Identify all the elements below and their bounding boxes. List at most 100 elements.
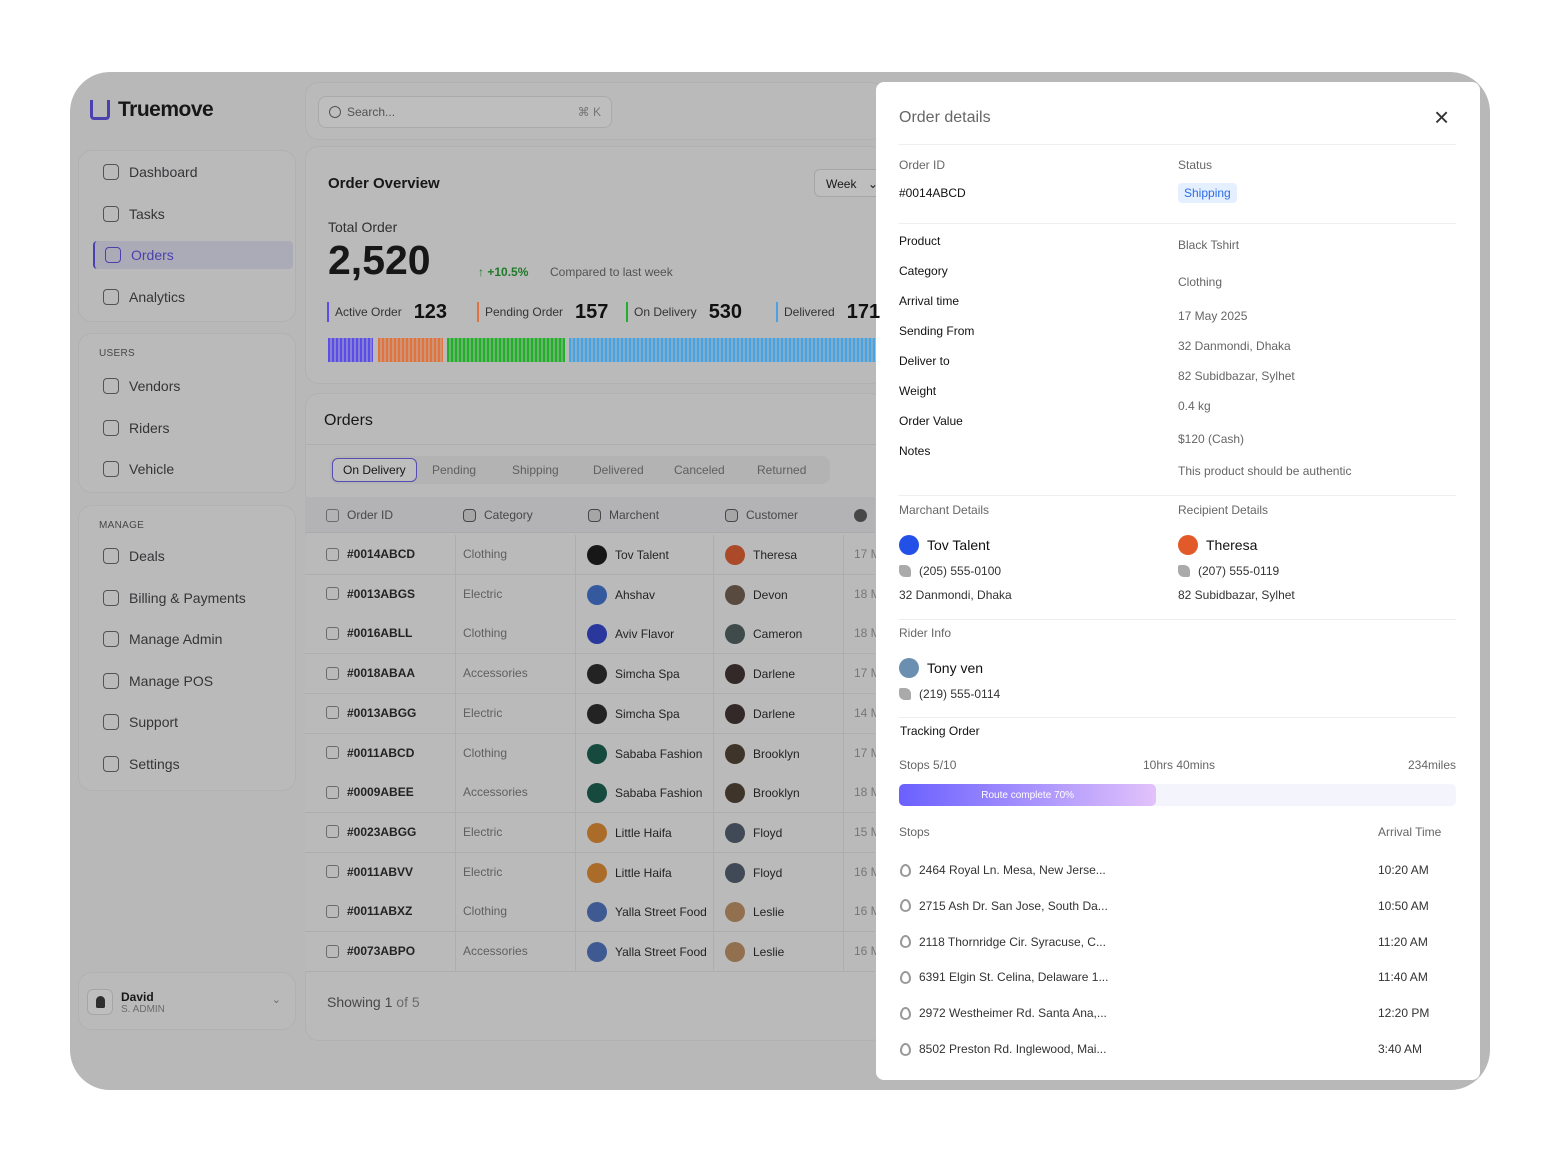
tab-shipping[interactable]: Shipping xyxy=(512,463,559,477)
field-value: 0.4 kg xyxy=(1178,399,1211,413)
order-details-panel: Order details × Order ID #0014ABCD Statu… xyxy=(876,82,1480,1080)
location-pin-icon xyxy=(900,863,911,877)
date-cell: 15 M xyxy=(854,824,881,839)
merchant-address: 32 Danmondi, Dhaka xyxy=(899,588,1012,602)
order-id-cell: #0073ABPO xyxy=(326,944,415,958)
sidebar-item-deals[interactable]: Deals xyxy=(93,542,293,570)
customer-cell: Brooklyn xyxy=(725,783,800,804)
stop-address: 2464 Royal Ln. Mesa, New Jerse... xyxy=(919,863,1106,877)
stat-value: 157 xyxy=(575,300,609,323)
column-header-customer[interactable]: Customer xyxy=(725,508,798,522)
grid-icon xyxy=(463,508,476,522)
search-input[interactable]: Search... ⌘ K xyxy=(318,96,612,128)
table-row[interactable]: #0018ABAA Accessories Simcha Spa Darlene 17 … xyxy=(305,654,881,695)
row-checkbox[interactable] xyxy=(326,547,339,561)
field-value: This product should be authentic xyxy=(1178,464,1352,478)
column-header-order-id[interactable]: Order ID xyxy=(326,508,393,522)
tab-pending[interactable]: Pending xyxy=(432,463,477,477)
customer-cell: Floyd xyxy=(725,862,782,883)
checkbox[interactable] xyxy=(326,508,339,522)
tab-on-delivery[interactable]: On Delivery xyxy=(332,458,417,482)
row-checkbox[interactable] xyxy=(326,944,339,958)
order-id-label: Order ID xyxy=(899,158,946,172)
merchant-cell: Simcha Spa xyxy=(587,664,680,685)
admin-icon xyxy=(103,631,119,647)
table-row[interactable]: #0011ABCD Clothing Sababa Fashion Brooklyn 1… xyxy=(305,733,881,774)
order-id: #0013ABGG xyxy=(347,705,417,720)
table-row[interactable]: #0011ABXZ Clothing Yalla Street Food Leslie… xyxy=(305,892,881,933)
tab-returned[interactable]: Returned xyxy=(757,463,807,477)
location-pin-icon xyxy=(900,1006,911,1020)
sidebar-item-dashboard[interactable]: Dashboard xyxy=(93,158,293,186)
table-row[interactable]: #0023ABGG Electric Little Haifa Floyd 15 M xyxy=(305,812,881,853)
recipient-phone: (207) 555-0119 xyxy=(1178,564,1279,578)
status-badge: Shipping xyxy=(1178,183,1237,203)
row-checkbox[interactable] xyxy=(326,865,339,879)
order-id: #0011ABVV xyxy=(347,864,414,879)
table-row[interactable]: #0009ABEE Accessories Sababa Fashion Brookl… xyxy=(305,773,881,814)
sidebar-item-billing-payments[interactable]: Billing & Payments xyxy=(93,584,293,612)
profile-menu[interactable]: David S. ADMIN ⌄ xyxy=(78,972,296,1030)
order-id-cell: #0023ABGG xyxy=(326,825,416,839)
recipient-title: Recipient Details xyxy=(1178,503,1269,517)
arrival-header: Arrival Time xyxy=(1378,825,1442,839)
tab-canceled[interactable]: Canceled xyxy=(674,463,725,477)
customer-avatar xyxy=(725,942,745,962)
table-row[interactable]: #0011ABVV Electric Little Haifa Floyd 16 M xyxy=(305,852,881,893)
sidebar-item-riders[interactable]: Riders xyxy=(93,414,293,442)
row-checkbox[interactable] xyxy=(326,706,339,720)
cart-icon xyxy=(105,247,121,263)
category-cell: Accessories xyxy=(463,666,528,681)
field-label: Arrival time xyxy=(899,294,960,308)
change-value: +10.5% xyxy=(487,265,529,279)
stat-label: Pending Order xyxy=(485,305,564,319)
merchant-logo-icon xyxy=(899,535,919,555)
merchant-name: Ahshav xyxy=(615,587,656,602)
row-checkbox[interactable] xyxy=(326,825,339,839)
row-checkbox[interactable] xyxy=(326,904,339,918)
row-checkbox[interactable] xyxy=(326,746,339,759)
field-label: Deliver to xyxy=(899,354,950,368)
tasks-icon xyxy=(103,205,119,222)
date-cell: 16 M xyxy=(854,944,881,958)
row-checkbox[interactable] xyxy=(326,666,339,680)
customer-cell: Darlene xyxy=(725,703,795,724)
table-row[interactable]: #0013ABGG Electric Simcha Spa Darlene 14 M xyxy=(305,693,881,734)
tab-delivered[interactable]: Delivered xyxy=(593,463,644,477)
sidebar-item-support[interactable]: Support xyxy=(93,708,293,736)
row-checkbox[interactable] xyxy=(326,587,339,601)
table-row[interactable]: #0014ABCD Clothing Tov Talent Theresa 17 M xyxy=(305,535,881,575)
field-label: Notes xyxy=(899,444,931,458)
merchant-name-text: Tov Talent xyxy=(927,537,990,553)
column-header-category[interactable]: Category xyxy=(463,508,533,522)
merchant-title: Marchant Details xyxy=(899,503,990,517)
table-row[interactable]: #0016ABLL Clothing Aviv Flavor Cameron 18 M xyxy=(305,614,881,655)
close-icon[interactable]: × xyxy=(1434,102,1450,132)
table-row[interactable]: #0073ABPO Accessories Yalla Street Food Les… xyxy=(305,932,881,972)
sidebar-item-label: Vendors xyxy=(129,378,181,394)
date-cell: 16 M xyxy=(854,864,881,879)
sidebar-item-manage-admin[interactable]: Manage Admin xyxy=(93,625,293,653)
sidebar-item-settings[interactable]: Settings xyxy=(93,750,293,778)
sidebar-item-analytics[interactable]: Analytics xyxy=(93,283,293,311)
recipient-phone-text: (207) 555-0119 xyxy=(1198,564,1280,578)
stop-arrival-time: 10:20 AM xyxy=(1378,863,1429,877)
sidebar-item-tasks[interactable]: Tasks xyxy=(93,200,293,228)
location-pin-icon xyxy=(900,970,911,984)
merchant-logo-icon xyxy=(587,743,607,764)
row-checkbox[interactable] xyxy=(326,626,339,640)
sidebar-item-vendors[interactable]: Vendors xyxy=(93,372,293,400)
column-header-marchent[interactable]: Marchent xyxy=(588,508,659,522)
field-label: Sending From xyxy=(899,324,975,338)
sidebar-item-orders[interactable]: Orders xyxy=(93,241,293,269)
customer-avatar xyxy=(725,783,745,804)
compare-text: Compared to last week xyxy=(550,265,673,279)
sidebar-item-vehicle[interactable]: Vehicle xyxy=(93,455,293,483)
stat-bar-segment xyxy=(447,338,565,362)
customer-name: Brooklyn xyxy=(753,786,800,801)
sidebar-item-manage-pos[interactable]: Manage POS xyxy=(93,667,293,695)
stop-address: 6391 Elgin St. Celina, Delaware 1... xyxy=(919,970,1109,985)
row-checkbox[interactable] xyxy=(326,785,339,799)
table-row[interactable]: #0013ABGS Electric Ahshav Devon 18 M xyxy=(305,574,881,615)
change-indicator: ↑ +10.5% xyxy=(478,265,528,279)
